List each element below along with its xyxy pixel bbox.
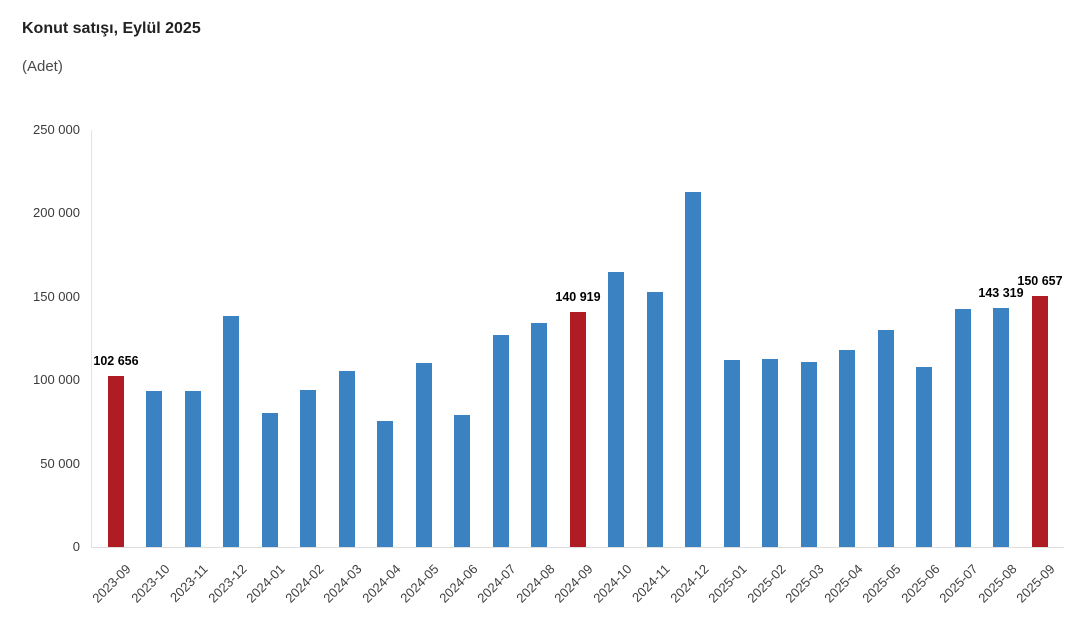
chart-subtitle: (Adet)	[22, 58, 63, 75]
x-axis-tick-label: 2025-04	[821, 561, 866, 606]
bar-2025-06[interactable]	[916, 367, 932, 547]
bar-2025-08[interactable]	[993, 308, 1009, 547]
x-axis-tick-label: 2024-02	[282, 561, 327, 606]
x-axis-tick-label: 2024-04	[359, 561, 404, 606]
y-axis-tick-label: 50 000	[40, 456, 80, 471]
x-axis-tick-label: 2025-05	[859, 561, 904, 606]
bar-value-label: 102 656	[93, 354, 139, 368]
bar-2023-12[interactable]	[223, 316, 239, 547]
bar-2025-01[interactable]	[724, 360, 740, 547]
x-axis-line	[91, 547, 1064, 548]
bar-2024-03[interactable]	[339, 371, 355, 547]
x-axis-tick-label: 2024-03	[320, 561, 365, 606]
bar-2024-08[interactable]	[531, 323, 547, 547]
bar-2024-11[interactable]	[647, 292, 663, 547]
x-axis-tick-label: 2023-11	[167, 561, 211, 605]
x-axis-tick-label: 2024-06	[436, 561, 481, 606]
bar-value-label: 140 919	[555, 290, 601, 304]
x-axis-tick-label: 2024-10	[590, 561, 635, 606]
x-axis-tick-label: 2025-03	[782, 561, 827, 606]
bar-2025-03[interactable]	[801, 362, 817, 547]
y-axis-tick-label: 250 000	[33, 122, 80, 137]
y-axis-tick-label: 0	[72, 539, 80, 554]
x-axis-tick-label: 2024-09	[551, 561, 596, 606]
bar-2023-10[interactable]	[146, 391, 162, 547]
x-axis-tick-label: 2025-01	[705, 561, 750, 606]
x-axis-tick-label: 2024-01	[243, 561, 288, 606]
bar-2024-12[interactable]	[685, 192, 701, 547]
x-axis-tick-label: 2025-07	[936, 561, 981, 606]
bar-2024-10[interactable]	[608, 272, 624, 547]
bar-2024-07[interactable]	[493, 335, 509, 547]
x-axis-tick-label: 2023-10	[128, 561, 173, 606]
y-axis-tick-label: 150 000	[33, 289, 80, 304]
x-axis-tick-label: 2025-08	[975, 561, 1020, 606]
x-axis-tick-label: 2024-12	[667, 561, 712, 606]
bar-2025-05[interactable]	[878, 330, 894, 547]
bar-2023-09[interactable]	[108, 376, 124, 547]
y-axis-line	[91, 130, 92, 547]
bar-2024-05[interactable]	[416, 363, 432, 547]
bar-2025-09[interactable]	[1032, 296, 1048, 547]
bar-2025-04[interactable]	[839, 350, 855, 547]
bar-2024-09[interactable]	[570, 312, 586, 547]
y-axis-tick-label: 200 000	[33, 205, 80, 220]
x-axis-tick-label: 2025-02	[744, 561, 789, 606]
bar-value-label: 143 319	[978, 286, 1024, 300]
x-axis-tick-label: 2025-06	[898, 561, 943, 606]
bar-2025-02[interactable]	[762, 359, 778, 547]
bar-2025-07[interactable]	[955, 309, 971, 547]
x-axis-tick-label: 2024-07	[474, 561, 519, 606]
x-axis-tick-label: 2023-09	[89, 561, 134, 606]
chart-title: Konut satışı, Eylül 2025	[22, 20, 201, 37]
bar-2024-02[interactable]	[300, 390, 316, 547]
x-axis-tick-label: 2025-09	[1013, 561, 1058, 606]
bar-2024-04[interactable]	[377, 421, 393, 547]
x-axis-tick-label: 2024-11	[629, 561, 673, 605]
bar-2024-06[interactable]	[454, 415, 470, 547]
x-axis-tick-label: 2024-05	[397, 561, 442, 606]
x-axis-tick-label: 2024-08	[513, 561, 558, 606]
bar-2023-11[interactable]	[185, 391, 201, 547]
bar-2024-01[interactable]	[262, 413, 278, 547]
y-axis-tick-label: 100 000	[33, 372, 80, 387]
x-axis-tick-label: 2023-12	[205, 561, 250, 606]
bar-value-label: 150 657	[1017, 274, 1063, 288]
